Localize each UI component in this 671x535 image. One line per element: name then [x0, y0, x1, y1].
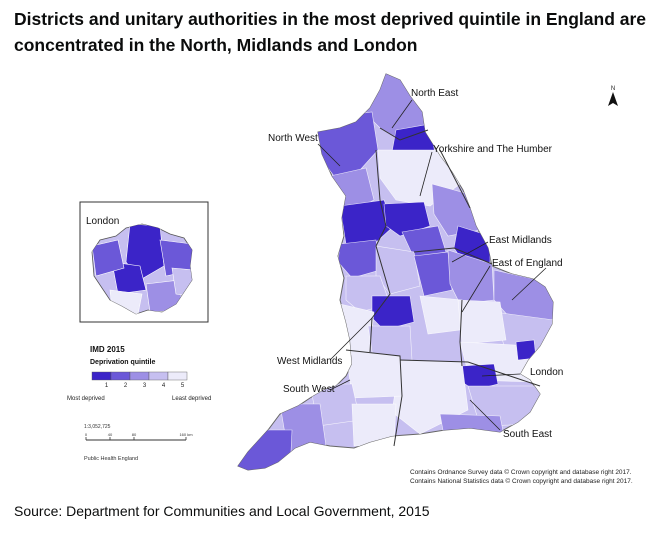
scale-text: 1:3,052,725	[84, 424, 111, 430]
copyright-ordnance-survey: Contains Ordnance Survey data © Crown co…	[410, 468, 632, 476]
legend-class-label-3: 3	[143, 383, 147, 389]
source-note: Source: Department for Communities and L…	[14, 503, 430, 519]
region-boundaries	[345, 127, 541, 447]
legend-subtitle: Deprivation quintile	[90, 359, 155, 366]
legend-swatch-5	[167, 371, 188, 381]
inset-title: London	[86, 216, 119, 227]
area-dorset	[351, 403, 397, 447]
scale-bar: 1:3,052,725 0 40 80 160 km Public Health…	[84, 424, 193, 462]
label-yorkshire-and-the-humber: Yorkshire and The Humber	[433, 144, 553, 155]
label-north-west: North West	[268, 133, 318, 144]
label-south-east: South East	[503, 429, 552, 440]
label-west-midlands: West Midlands	[277, 356, 342, 367]
legend-swatch-1	[91, 371, 112, 381]
area-south-coast	[439, 413, 505, 437]
label-east-of-england: East of England	[492, 258, 563, 269]
label-north-east: North East	[411, 88, 458, 99]
producer-credit: Public Health England	[84, 456, 138, 462]
legend-swatch-2	[110, 371, 131, 381]
scale-tick-80: 80	[132, 432, 137, 437]
area-leicestershire	[419, 295, 463, 335]
map-svg: North East North West Yorkshire and The …	[67, 73, 633, 485]
legend-swatch-3	[129, 371, 150, 381]
legend-title: IMD 2015	[90, 345, 125, 354]
label-london: London	[530, 367, 563, 378]
copyright-national-statistics: Contains National Statistics data © Crow…	[410, 477, 633, 485]
label-south-west: South West	[283, 384, 335, 395]
chart-title: Districts and unitary authorities in the…	[14, 9, 647, 55]
label-east-midlands: East Midlands	[489, 235, 552, 246]
area-tendring	[515, 339, 537, 361]
england-map-figure: North East North West Yorkshire and The …	[0, 66, 671, 496]
area-cornwall	[238, 429, 293, 470]
leader-lines	[317, 99, 547, 431]
area-gloucestershire	[345, 349, 403, 399]
legend: IMD 2015 Deprivation quintile 1 2 3 4 5 Most…	[67, 345, 211, 402]
legend-class-label-1: 1	[105, 383, 109, 389]
legend-class-label-2: 2	[124, 383, 128, 389]
legend-high-label: Least deprived	[172, 396, 211, 402]
scale-tick-160: 160 km	[179, 432, 193, 437]
legend-swatch-4	[148, 371, 169, 381]
legend-class-label-5: 5	[181, 383, 185, 389]
area-north-west-urban	[339, 199, 395, 247]
north-label: N	[611, 86, 615, 92]
scale-tick-40: 40	[108, 432, 113, 437]
london-inset: London	[79, 201, 209, 323]
legend-low-label: Most deprived	[67, 396, 105, 402]
north-arrow-icon: N	[608, 86, 618, 106]
scale-tick-0: 0	[85, 432, 88, 437]
area-nottinghamshire	[413, 251, 453, 297]
legend-class-label-4: 4	[162, 383, 166, 389]
